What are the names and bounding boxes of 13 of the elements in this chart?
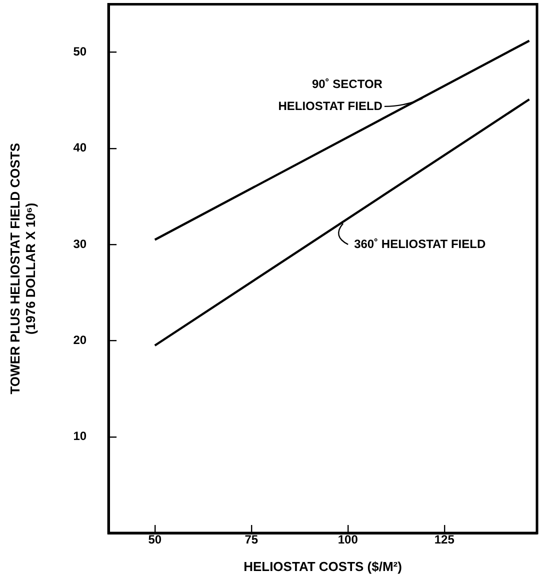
x-tick-label: 75	[244, 532, 258, 547]
x-axis-title: HELIOSTAT COSTS ($/M²)	[244, 558, 402, 574]
x-tick-label: 50	[148, 532, 162, 547]
y-tick-label: 10	[73, 429, 87, 444]
y-tick-label: 30	[73, 236, 87, 251]
series-label: 360˚ HELIOSTAT FIELD	[354, 236, 486, 251]
x-tick-label: 100	[338, 532, 358, 547]
y-tick-label: 50	[73, 44, 87, 59]
y-axis-title: TOWER PLUS HELIOSTAT FIELD COSTS (1976 DOLLAR X 10⁶)	[7, 142, 38, 394]
x-tick-label: 125	[434, 532, 455, 547]
y-tick-label: 40	[73, 140, 87, 155]
y-tick-label: 20	[73, 333, 87, 348]
legend-label: 90˚ SECTOR HELIOSTAT FIELD	[278, 76, 383, 113]
